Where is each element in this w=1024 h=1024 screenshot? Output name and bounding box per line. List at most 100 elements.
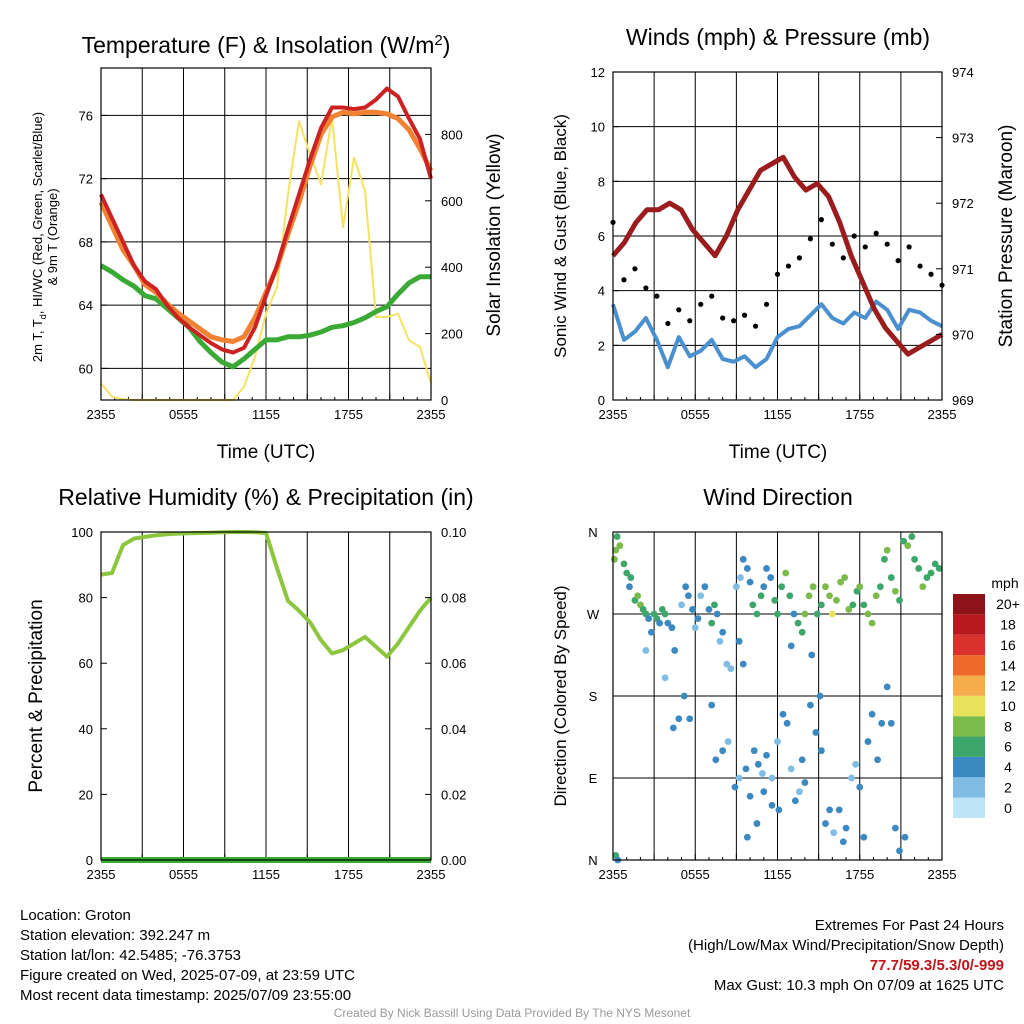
direction-point — [732, 583, 740, 591]
plot-frame — [100, 67, 432, 401]
pressure-y2-tick-label: 972 — [952, 196, 974, 211]
legend-swatch — [953, 594, 985, 615]
direction-point — [779, 710, 787, 718]
wind-direction-y-axis-label: Direction (Colored By Speed) — [551, 585, 570, 806]
latlon-text: Station lat/lon: 42.5485; -76.3753 — [20, 947, 242, 964]
direction-point — [801, 779, 809, 786]
direction-point — [904, 542, 912, 550]
direction-point — [786, 592, 794, 600]
direction-point — [852, 760, 860, 768]
direction-point — [739, 660, 747, 668]
direction-point — [719, 628, 727, 636]
x-tick-label: 1755 — [334, 867, 363, 882]
direction-point — [927, 569, 935, 577]
humidity-y-tick-label: 80 — [79, 591, 93, 606]
direction-point — [817, 601, 825, 609]
direction-point — [682, 583, 690, 591]
pressure-y2-tick-label: 971 — [952, 262, 974, 277]
direction-point — [790, 610, 798, 618]
direction-point — [883, 546, 891, 554]
direction-point — [900, 537, 908, 545]
direction-point — [864, 610, 872, 618]
humidity-y-tick-label: 40 — [79, 722, 93, 737]
direction-point — [719, 747, 727, 755]
direction-point — [661, 610, 669, 618]
wind-direction-panel: Wind Direction Direction (Colored By Spe… — [551, 484, 1020, 882]
direction-point — [743, 565, 751, 572]
direction-point — [750, 747, 758, 755]
precip-y2-tick-label: 0.04 — [441, 722, 466, 737]
direction-point — [787, 642, 795, 650]
direction-point — [753, 610, 761, 618]
temperature-y-tick-label: 64 — [79, 298, 93, 313]
solar-y2-tick-label: 400 — [441, 260, 463, 275]
series-line-wind — [611, 299, 943, 370]
recent-data-text: Most recent data timestamp: 2025/07/09 2… — [20, 987, 352, 1004]
direction-point — [686, 715, 694, 723]
temperature-y-tick-label: 60 — [79, 361, 93, 376]
speed-legend-title: mph — [991, 575, 1018, 591]
direction-tick-label: S — [589, 689, 598, 704]
legend-swatch — [953, 716, 985, 737]
extremes-title: Extremes For Past 24 Hours — [814, 917, 1004, 934]
direction-point — [864, 738, 872, 745]
direction-point — [935, 565, 943, 572]
direction-point — [746, 792, 754, 800]
direction-point — [664, 619, 672, 627]
elevation-text: Station elevation: 392.247 m — [20, 927, 211, 944]
direction-point — [826, 806, 833, 814]
direction-point — [735, 637, 743, 645]
temperature-y-axis-label: 2m T, Td, HI/WC (Red, Green, Scarlet/Blu… — [30, 112, 48, 362]
direction-point — [613, 533, 621, 540]
gust-point — [873, 230, 879, 236]
precip-y2-tick-label: 0.00 — [441, 853, 466, 868]
precip-y2-tick-label: 0.02 — [441, 787, 466, 802]
direction-point — [701, 583, 709, 591]
x-tick-label: 2355 — [417, 407, 446, 422]
precip-y2-tick-label: 0.08 — [441, 591, 466, 606]
direction-point — [860, 601, 868, 609]
direction-point — [778, 583, 786, 591]
x-tick-label: 2355 — [87, 867, 116, 882]
direction-point — [763, 565, 770, 572]
humidity-panel-title: Relative Humidity (%) & Precipitation (i… — [58, 484, 473, 510]
gust-point — [917, 263, 923, 269]
direction-point — [798, 628, 806, 636]
x-tick-label: 2355 — [599, 867, 628, 882]
direction-point — [896, 847, 903, 855]
direction-point — [887, 719, 895, 727]
created-text: Figure created on Wed, 2025-07-09, at 23… — [20, 967, 355, 984]
solar-y2-axis-label: Solar Insolation (Yellow) — [484, 133, 505, 336]
direction-point — [822, 820, 829, 827]
x-tick-label: 1755 — [845, 407, 874, 422]
direction-point — [675, 715, 683, 723]
temperature-y-tick-label: 72 — [79, 172, 93, 187]
gust-point — [621, 277, 627, 283]
station-info: Location: Groton Station elevation: 392.… — [20, 906, 355, 1006]
direction-point — [645, 615, 653, 622]
wind-y-tick-label: 12 — [591, 65, 605, 80]
direction-point — [881, 555, 888, 563]
direction-point — [727, 665, 735, 673]
gust-point — [763, 301, 770, 307]
legend-swatch — [953, 614, 985, 635]
legend-swatch — [953, 695, 985, 717]
direction-point — [626, 583, 633, 591]
direction-point — [656, 619, 664, 627]
winds-x-axis-label: Time (UTC) — [729, 442, 828, 463]
direction-point — [817, 747, 825, 755]
direction-point — [835, 806, 843, 814]
wind-y-tick-label: 2 — [598, 338, 605, 353]
humidity-panel: Relative Humidity (%) & Precipitation (i… — [26, 484, 474, 882]
direction-point — [798, 756, 806, 764]
gust-point — [895, 258, 901, 264]
direction-point — [911, 555, 918, 563]
series-line-rh — [100, 530, 433, 659]
legend-swatch — [953, 655, 985, 676]
direction-point — [742, 765, 750, 773]
solar-y2-tick-label: 800 — [441, 127, 463, 142]
x-tick-label: 0555 — [681, 407, 710, 422]
direction-point — [848, 774, 855, 782]
winds-panel: Winds (mph) & Pressure (mb) Time (UTC) S… — [551, 24, 1017, 463]
legend-label: 16 — [1000, 637, 1016, 653]
